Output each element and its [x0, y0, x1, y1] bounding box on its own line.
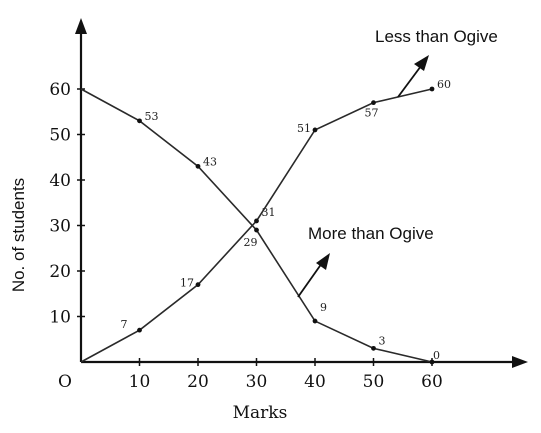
data-label: 3 — [379, 334, 386, 347]
data-point — [429, 86, 435, 92]
data-point — [137, 118, 142, 124]
more-than-ogive-arrowhead — [316, 253, 330, 270]
x-tick-label: 10 — [129, 372, 151, 392]
y-tick-label: 10 — [49, 308, 71, 328]
data-point — [137, 327, 142, 333]
less-than-ogive-label: Less than Ogive — [375, 27, 498, 46]
y-tick-label: 60 — [49, 80, 71, 100]
y-tick-label: 30 — [49, 217, 71, 237]
data-label: 60 — [437, 78, 451, 91]
data-label: 31 — [262, 206, 276, 219]
data-label: 0 — [433, 349, 440, 362]
data-label: 51 — [297, 122, 311, 135]
more-than-ogive-label: More than Ogive — [308, 224, 434, 243]
x-tick-label: 60 — [421, 372, 443, 392]
y-axis-arrow — [75, 18, 87, 34]
less-than-ogive-arrowhead — [414, 55, 429, 71]
data-point — [371, 100, 376, 106]
x-tick-label: 20 — [187, 372, 209, 392]
data-point — [254, 218, 259, 224]
series-lines — [80, 86, 435, 365]
x-tick-label: 50 — [363, 372, 385, 392]
y-tick-label: 50 — [49, 126, 71, 146]
y-tick-label: 20 — [49, 262, 71, 282]
data-point — [254, 227, 259, 233]
less-than-ogive-pointer — [397, 65, 422, 98]
more-than-ogive-pointer — [297, 262, 323, 298]
data-point — [429, 359, 435, 365]
data-point — [371, 345, 376, 351]
data-label: 57 — [365, 107, 379, 120]
x-axis-title: Marks — [233, 403, 288, 423]
data-point — [312, 127, 318, 133]
x-axis-arrow — [512, 356, 528, 368]
data-label: 7 — [121, 318, 128, 331]
data-point — [195, 163, 201, 169]
origin-label: O — [58, 372, 72, 392]
data-label: 53 — [145, 110, 159, 123]
data-label: 17 — [180, 277, 194, 290]
data-label: 29 — [244, 236, 258, 249]
data-point — [195, 282, 201, 288]
y-tick-label: 40 — [49, 171, 71, 191]
x-tick-label: 30 — [246, 372, 268, 392]
y-axis-title: No. of students — [9, 178, 28, 292]
data-label: 43 — [203, 155, 217, 168]
data-point — [312, 318, 318, 324]
x-tick-label: 40 — [304, 372, 326, 392]
data-label: 9 — [320, 301, 327, 314]
